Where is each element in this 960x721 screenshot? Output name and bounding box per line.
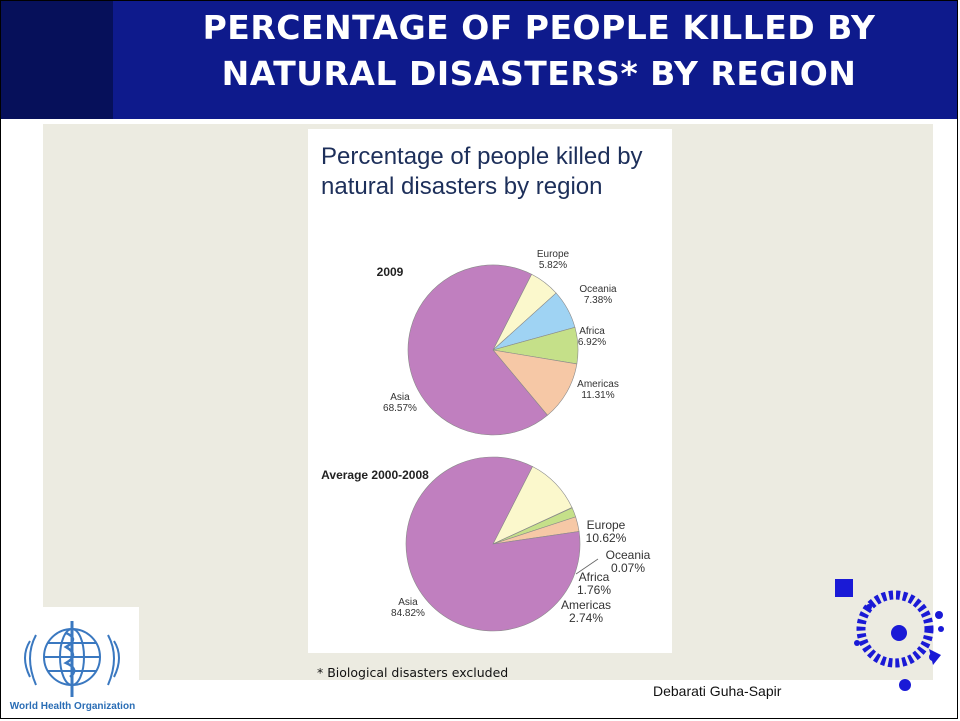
who-emblem-icon — [6, 607, 139, 715]
pie-charts: 2009Europe5.82%Oceania7.38%Africa6.92%Am… — [321, 249, 651, 632]
pie-2-label-africa: Africa — [579, 570, 610, 584]
pie-2-value-asia: 84.82% — [391, 608, 425, 619]
pie-2-value-americas: 2.74% — [569, 611, 603, 625]
pie-1-value-asia: 68.57% — [383, 403, 417, 414]
pie-1-label-americas: Americas — [577, 379, 619, 390]
cred-logo-icon — [829, 577, 949, 697]
pie-1-value-oceania: 7.38% — [584, 295, 612, 306]
pie-1-label-africa: Africa — [579, 326, 605, 337]
title-bar: PERCENTAGE OF PEOPLE KILLED BY NATURAL D… — [1, 1, 957, 119]
pie-2-value-africa: 1.76% — [577, 583, 611, 597]
title-bar-accent — [1, 1, 113, 119]
author-credit: Debarati Guha-Sapir — [653, 683, 782, 699]
slide-title-line-2: NATURAL DISASTERS* BY REGION — [221, 54, 857, 93]
chart-title: Percentage of people killed by natural d… — [321, 143, 643, 200]
pie-2-label-asia: Asia — [398, 597, 418, 608]
pie-2-label-americas: Americas — [561, 598, 611, 612]
slide-title-line-1: PERCENTAGE OF PEOPLE KILLED BY — [202, 8, 876, 47]
pie-1-label-asia: Asia — [390, 392, 410, 403]
pie-2-value-oceania: 0.07% — [611, 561, 645, 575]
pie-1-label-europe: Europe — [537, 249, 570, 260]
pie-2-label-europe: Europe — [587, 518, 626, 532]
pie-2-leader-oceania — [575, 558, 599, 575]
pie-1-label-oceania: Oceania — [579, 284, 617, 295]
pie-1-value-americas: 11.31% — [581, 390, 614, 401]
footnote: * Biological disasters excluded — [317, 665, 509, 680]
pie-2-slice-asia — [405, 456, 581, 632]
pie-1-subtitle: 2009 — [377, 265, 404, 279]
pie-2-value-europe: 10.62% — [586, 531, 627, 545]
pie-1-slice-asia — [407, 264, 548, 436]
pie-2-subtitle: Average 2000-2008 — [321, 468, 429, 482]
pie-2-label-oceania: Oceania — [606, 548, 651, 562]
pie-1-value-africa: 6.92% — [578, 337, 606, 348]
slide-title: PERCENTAGE OF PEOPLE KILLED BY NATURAL D… — [119, 5, 957, 97]
who-label: World Health Organization — [9, 701, 136, 712]
pie-1-value-europe: 5.82% — [539, 260, 567, 271]
